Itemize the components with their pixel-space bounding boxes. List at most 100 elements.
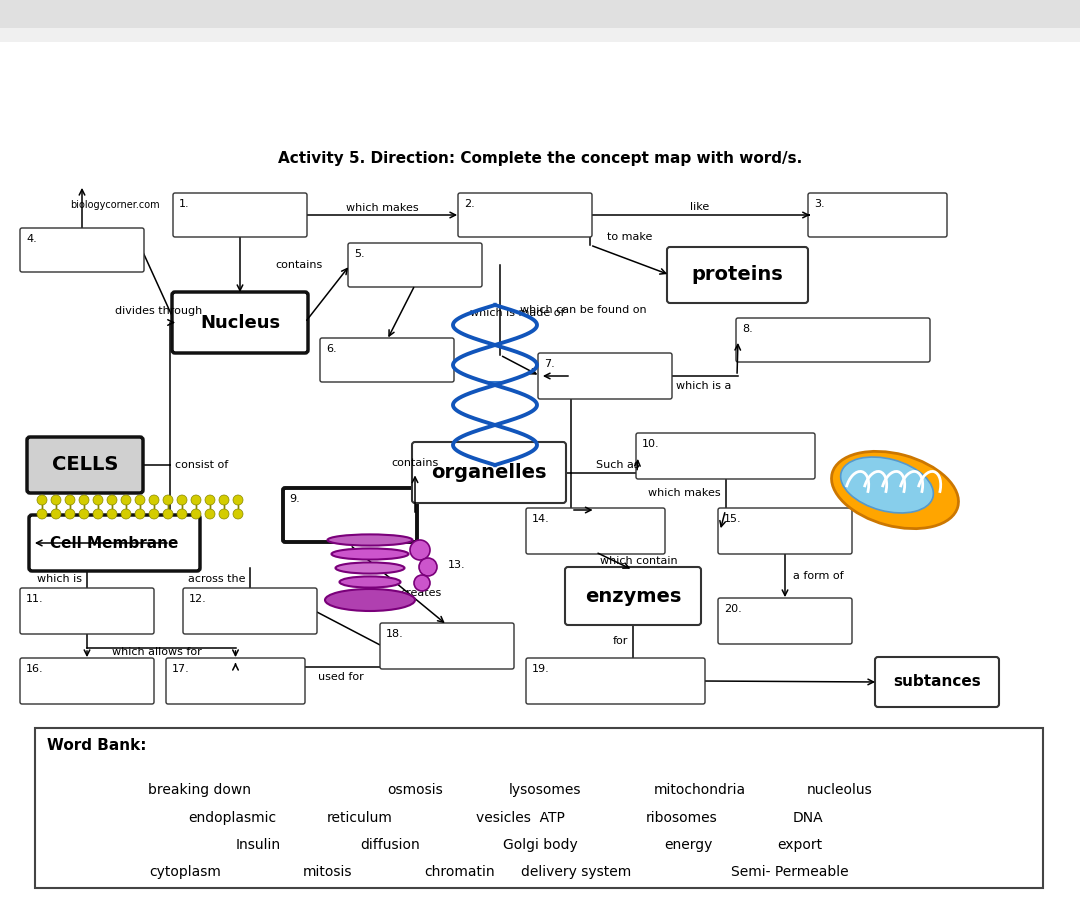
Circle shape xyxy=(163,509,173,519)
Text: chromatin: chromatin xyxy=(424,865,496,879)
Circle shape xyxy=(149,509,159,519)
Text: like: like xyxy=(690,202,710,212)
Text: 17.: 17. xyxy=(172,664,190,674)
Circle shape xyxy=(205,509,215,519)
Text: energy: energy xyxy=(664,838,712,852)
Text: CELLS: CELLS xyxy=(52,456,118,475)
Text: ribosomes: ribosomes xyxy=(646,811,718,825)
Text: Activity 5. Direction: Complete the concept map with word/s.: Activity 5. Direction: Complete the conc… xyxy=(278,150,802,166)
FancyBboxPatch shape xyxy=(21,588,154,634)
Ellipse shape xyxy=(832,451,958,528)
Text: cytoplasm: cytoplasm xyxy=(149,865,221,879)
Text: which is: which is xyxy=(37,574,82,584)
Text: delivery system: delivery system xyxy=(521,865,631,879)
Circle shape xyxy=(219,509,229,519)
Text: which can be found on: which can be found on xyxy=(519,305,647,315)
Circle shape xyxy=(149,495,159,505)
Ellipse shape xyxy=(332,548,408,560)
Text: 13.: 13. xyxy=(448,560,465,570)
Circle shape xyxy=(163,495,173,505)
Text: Insulin: Insulin xyxy=(235,838,281,852)
FancyBboxPatch shape xyxy=(667,247,808,303)
Text: creates: creates xyxy=(401,587,442,597)
Text: Semi- Permeable: Semi- Permeable xyxy=(731,865,849,879)
Circle shape xyxy=(79,509,89,519)
FancyBboxPatch shape xyxy=(538,353,672,399)
Circle shape xyxy=(121,495,131,505)
Text: across the: across the xyxy=(188,574,245,584)
FancyBboxPatch shape xyxy=(380,623,514,669)
Text: 12.: 12. xyxy=(189,594,206,604)
FancyBboxPatch shape xyxy=(808,193,947,237)
Text: mitosis: mitosis xyxy=(303,865,353,879)
Bar xyxy=(35,728,1043,888)
Circle shape xyxy=(93,509,103,519)
Text: DNA: DNA xyxy=(793,811,823,825)
Circle shape xyxy=(107,509,117,519)
Circle shape xyxy=(414,575,430,591)
Text: nucleolus: nucleolus xyxy=(807,783,873,797)
Text: contains: contains xyxy=(391,458,438,467)
Text: used for: used for xyxy=(319,672,364,682)
Text: proteins: proteins xyxy=(691,265,783,284)
Circle shape xyxy=(51,509,60,519)
FancyBboxPatch shape xyxy=(29,515,200,571)
Text: 2.: 2. xyxy=(464,199,475,209)
Circle shape xyxy=(177,509,187,519)
Text: 11.: 11. xyxy=(26,594,43,604)
Text: Golgi body: Golgi body xyxy=(502,838,578,852)
FancyBboxPatch shape xyxy=(458,193,592,237)
Text: consist of: consist of xyxy=(175,460,228,470)
Text: 1.: 1. xyxy=(179,199,190,209)
Text: lysosomes: lysosomes xyxy=(509,783,581,797)
Text: 7.: 7. xyxy=(544,359,555,369)
Ellipse shape xyxy=(327,535,413,545)
Text: which is made of: which is made of xyxy=(470,307,565,317)
FancyBboxPatch shape xyxy=(21,658,154,704)
Text: 4.: 4. xyxy=(26,234,37,244)
Text: 19.: 19. xyxy=(532,664,550,674)
Ellipse shape xyxy=(325,589,415,611)
Circle shape xyxy=(93,495,103,505)
FancyBboxPatch shape xyxy=(636,433,815,479)
Text: which makes: which makes xyxy=(648,488,720,498)
Text: 10.: 10. xyxy=(642,439,660,449)
Circle shape xyxy=(65,495,75,505)
FancyBboxPatch shape xyxy=(411,442,566,503)
Text: 6.: 6. xyxy=(326,344,337,354)
Text: endoplasmic: endoplasmic xyxy=(188,811,276,825)
Circle shape xyxy=(233,509,243,519)
FancyBboxPatch shape xyxy=(283,488,417,542)
Circle shape xyxy=(233,495,243,505)
Circle shape xyxy=(205,495,215,505)
Text: Word Bank:: Word Bank: xyxy=(48,738,147,754)
Text: 5.: 5. xyxy=(354,249,365,259)
Text: Such as: Such as xyxy=(596,459,639,469)
FancyBboxPatch shape xyxy=(875,657,999,707)
Text: for: for xyxy=(612,636,627,646)
FancyBboxPatch shape xyxy=(348,243,482,287)
Text: 16.: 16. xyxy=(26,664,43,674)
Circle shape xyxy=(79,495,89,505)
Text: biologycorner.com: biologycorner.com xyxy=(70,200,160,210)
FancyBboxPatch shape xyxy=(718,508,852,554)
Circle shape xyxy=(419,558,437,576)
Circle shape xyxy=(191,509,201,519)
Circle shape xyxy=(65,509,75,519)
Text: 20.: 20. xyxy=(724,604,742,614)
Text: contains: contains xyxy=(275,260,322,270)
Text: vesicles  ATP: vesicles ATP xyxy=(475,811,565,825)
FancyBboxPatch shape xyxy=(526,658,705,704)
FancyBboxPatch shape xyxy=(526,508,665,554)
FancyBboxPatch shape xyxy=(21,228,144,272)
Text: export: export xyxy=(778,838,823,852)
Text: mitochondria: mitochondria xyxy=(653,783,746,797)
Circle shape xyxy=(107,495,117,505)
Circle shape xyxy=(121,509,131,519)
Text: which makes: which makes xyxy=(347,203,419,213)
Ellipse shape xyxy=(840,457,933,513)
Bar xyxy=(0,28,1080,42)
FancyBboxPatch shape xyxy=(183,588,318,634)
FancyBboxPatch shape xyxy=(27,437,143,493)
Text: Cell Membrane: Cell Membrane xyxy=(51,535,178,551)
